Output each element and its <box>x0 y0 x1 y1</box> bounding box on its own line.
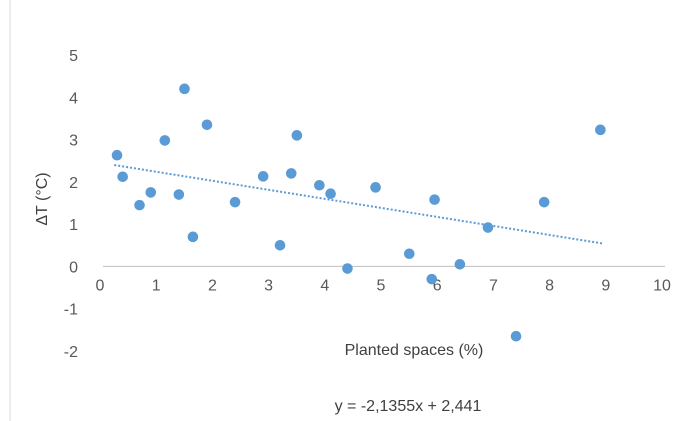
x-tick-label: 5 <box>377 277 386 294</box>
data-point <box>187 231 199 243</box>
x-tick-label: 3 <box>264 277 273 294</box>
data-point <box>117 171 128 183</box>
x-tick-label: 1 <box>152 277 161 294</box>
data-point <box>538 196 550 208</box>
trendline-equation: y = -2,1355x + 2,441 <box>335 398 482 415</box>
data-point <box>426 273 438 285</box>
data-point <box>159 135 171 146</box>
trendline <box>114 164 604 245</box>
y-tick-label: 5 <box>69 48 78 65</box>
data-point <box>229 196 241 208</box>
x-tick-labels: 0 1 2 3 4 5 6 7 8 9 10 <box>96 277 671 294</box>
data-point <box>510 330 522 342</box>
data-points <box>111 83 606 342</box>
data-point <box>285 168 297 179</box>
data-point <box>429 194 440 205</box>
data-point <box>274 239 286 251</box>
data-point <box>257 171 269 182</box>
x-tick-label: 6 <box>433 277 442 294</box>
x-tick-label: 0 <box>96 277 105 294</box>
x-tick-label: 10 <box>653 277 671 294</box>
y-tick-label: 3 <box>69 133 78 150</box>
data-point <box>201 119 213 131</box>
y-tick-label: 0 <box>69 259 78 276</box>
data-point <box>134 199 145 211</box>
y-tick-label: 4 <box>69 90 78 107</box>
y-tick-label: 2 <box>69 175 78 192</box>
data-point <box>179 83 190 95</box>
data-point <box>342 263 353 274</box>
data-point <box>370 182 381 193</box>
y-tick-label: -2 <box>64 344 78 361</box>
x-tick-label: 7 <box>489 277 498 294</box>
data-point <box>595 124 606 136</box>
data-point <box>145 187 157 198</box>
data-point <box>314 179 325 191</box>
data-point <box>291 130 303 141</box>
x-tick-label: 2 <box>208 277 217 294</box>
data-point <box>482 222 494 233</box>
data-point <box>173 189 185 200</box>
y-tick-label: 1 <box>69 217 78 234</box>
data-point <box>111 149 123 161</box>
x-axis-label: Planted spaces (%) <box>345 342 484 359</box>
x-tick-label: 8 <box>545 277 554 294</box>
y-axis-label: ΔT (°C) <box>34 172 51 225</box>
y-tick-labels: -2 -1 0 1 2 3 4 5 <box>64 48 78 361</box>
y-tick-label: -1 <box>64 302 78 319</box>
x-tick-label: 9 <box>601 277 610 294</box>
data-point <box>403 248 415 260</box>
data-point <box>454 259 466 270</box>
x-tick-label: 4 <box>320 277 329 294</box>
data-point <box>325 188 336 199</box>
